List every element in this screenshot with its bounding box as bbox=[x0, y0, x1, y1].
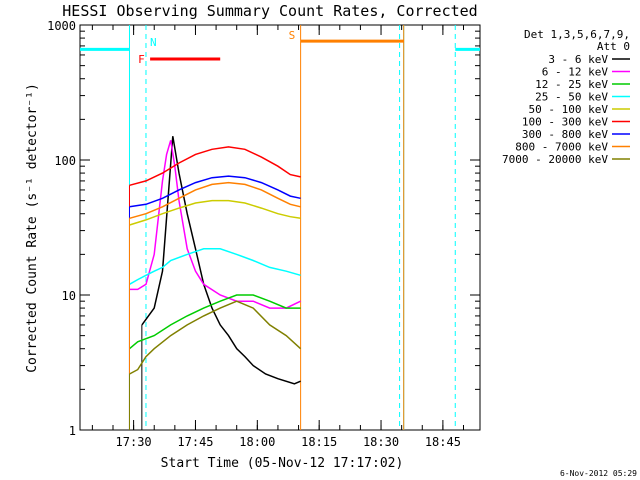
x-axis-label: Start Time (05-Nov-12 17:17:02) bbox=[161, 456, 404, 471]
chart-title: HESSI Observing Summary Count Rates, Cor… bbox=[62, 2, 477, 20]
x-tick-label: 17:30 bbox=[116, 435, 152, 449]
series-line-1 bbox=[142, 136, 412, 384]
y-axis: 1 10 100 1000 bbox=[47, 19, 480, 438]
legend-entry-label: 3 - 6 keV bbox=[548, 53, 608, 66]
legend-entry-label: 25 - 50 keV bbox=[535, 91, 608, 104]
x-tick-label: 18:00 bbox=[239, 435, 275, 449]
y-axis-label: Corrected Count Rate (s⁻¹ detector⁻¹) bbox=[25, 83, 40, 373]
series-line-3 bbox=[130, 295, 413, 349]
legend-entry-label: 6 - 12 keV bbox=[542, 66, 609, 79]
legend-entry-label: 100 - 300 keV bbox=[522, 116, 608, 129]
footer-timestamp: 6-Nov-2012 05:29 bbox=[560, 469, 637, 478]
night-label: N bbox=[150, 36, 157, 49]
legend-entry-label: 7000 - 20000 keV bbox=[502, 153, 608, 166]
y-tick-label: 100 bbox=[54, 154, 76, 168]
x-tick-label: 18:15 bbox=[301, 435, 337, 449]
saa-label: S bbox=[289, 29, 296, 42]
x-tick-label: 18:45 bbox=[425, 435, 461, 449]
x-tick-label: 17:45 bbox=[177, 435, 213, 449]
legend-entry-label: 12 - 25 keV bbox=[535, 78, 608, 91]
series-line-5 bbox=[130, 201, 413, 231]
x-tick-label: 18:30 bbox=[363, 435, 399, 449]
x-axis: 17:30 17:45 18:00 18:15 18:30 18:45 bbox=[91, 25, 465, 449]
legend-header: Att 0 bbox=[597, 40, 630, 53]
plot-frame bbox=[79, 24, 481, 431]
legend-header: Det 1,3,5,6,7,9, bbox=[524, 28, 630, 41]
y-tick-label: 1 bbox=[69, 424, 76, 438]
series-line-9 bbox=[130, 301, 413, 374]
series-line-4 bbox=[130, 249, 413, 284]
y-tick-label: 1000 bbox=[47, 19, 76, 33]
legend-entry-label: 800 - 7000 keV bbox=[515, 141, 608, 154]
plot-area: N S F bbox=[79, 24, 481, 431]
legend-entry-label: 300 - 800 keV bbox=[522, 128, 608, 141]
y-tick-label: 10 bbox=[62, 289, 76, 303]
flare-label: F bbox=[138, 53, 145, 66]
legend-entry-label: 50 - 100 keV bbox=[529, 103, 609, 116]
